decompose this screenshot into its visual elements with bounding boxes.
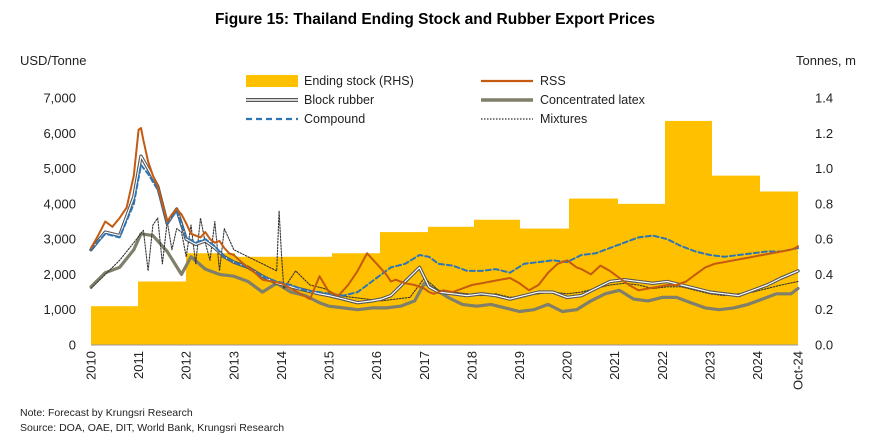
series-line-compound [90, 164, 799, 297]
x-tick-label: 2010 [84, 351, 99, 380]
x-tick-label: 2012 [179, 351, 194, 380]
ending-stock-bar-2018 [520, 228, 569, 345]
x-tick-label: Oct-24 [791, 351, 806, 390]
left-tick-label: 3,000 [43, 232, 76, 247]
x-tick-label: 2020 [560, 351, 575, 380]
left-tick-label: 5,000 [43, 161, 76, 176]
series-line-rss [90, 127, 799, 301]
left-tick-label: 4,000 [43, 196, 76, 211]
left-tick-label: 6,000 [43, 126, 76, 141]
x-tick-label: 2017 [417, 351, 432, 380]
x-tick-label: 2011 [131, 351, 146, 379]
source-note: Source: DOA, OAE, DIT, World Bank, Krung… [20, 422, 284, 434]
legend-label-ending-stock: Ending stock (RHS) [304, 74, 414, 88]
ending-stock-bar-2012 [235, 256, 283, 345]
x-tick-label: 2019 [512, 351, 527, 380]
left-tick-label: 7,000 [43, 91, 76, 106]
legend-label-concentrated-latex: Concentrated latex [540, 93, 646, 107]
left-axis-unit: USD/Tonne [20, 53, 86, 68]
chart-title: Figure 15: Thailand Ending Stock and Rub… [215, 11, 655, 28]
legend-label-block-rubber: Block rubber [304, 93, 374, 107]
x-tick-label: 2018 [464, 351, 479, 380]
x-axis-ticks: 2010 2011 2012 2013 2014 2015 2016 2017 2018 2019… [84, 351, 806, 390]
x-tick-label: 2013 [226, 351, 241, 380]
x-tick-label: 2022 [655, 351, 670, 380]
ending-stock-bars [91, 120, 798, 345]
right-axis-ticks: 0.0 0.2 0.4 0.6 0.8 1.0 1.2 1.4 [815, 91, 833, 353]
legend-label-rss: RSS [540, 74, 566, 88]
ending-stock-bar-2010 [138, 281, 186, 345]
legend-label-compound: Compound [304, 112, 365, 126]
legend: Ending stock (RHS) RSS Block rubber Conc… [246, 74, 646, 126]
ending-stock-bar-2011 [186, 253, 235, 345]
right-tick-label: 0.6 [815, 232, 833, 247]
left-tick-label: 1,000 [43, 302, 76, 317]
x-tick-label: 2014 [274, 351, 289, 380]
right-tick-label: 0.4 [815, 267, 833, 282]
footnote: Note: Forecast by Krungsri Research [20, 407, 193, 419]
right-tick-label: 1.4 [815, 91, 833, 106]
series-line-block-rubber-inner [90, 155, 799, 304]
legend-label-mixtures: Mixtures [540, 112, 587, 126]
ending-stock-bar-2009 [91, 306, 138, 345]
ending-stock-bar-2013 [283, 256, 332, 345]
ending-stock-bar-2023 [760, 191, 798, 345]
x-tick-label: 2023 [702, 351, 717, 380]
x-tick-label: 2015 [322, 351, 337, 380]
price-lines [89, 127, 800, 314]
left-tick-label: 0 [69, 338, 76, 353]
x-tick-label: 2024 [750, 351, 765, 380]
right-tick-label: 1.0 [815, 161, 833, 176]
right-axis-unit: Tonnes, m [796, 53, 856, 68]
legend-swatch-ending-stock [246, 75, 298, 87]
left-tick-label: 2,000 [43, 267, 76, 282]
left-axis-ticks: 0 1,000 2,000 3,000 4,000 5,000 6,000 7,000 [43, 91, 76, 353]
x-tick-label: 2016 [369, 351, 384, 380]
x-tick-label: 2021 [607, 351, 622, 380]
ending-stock-bar-2020 [618, 203, 665, 345]
right-tick-label: 1.2 [815, 126, 833, 141]
ending-stock-bar-2017 [474, 219, 520, 345]
right-tick-label: 0.2 [815, 302, 833, 317]
right-tick-label: 0.8 [815, 196, 833, 211]
ending-stock-bar-2016 [428, 226, 474, 345]
ending-stock-bar-2021 [665, 120, 712, 345]
right-tick-label: 0.0 [815, 338, 833, 353]
